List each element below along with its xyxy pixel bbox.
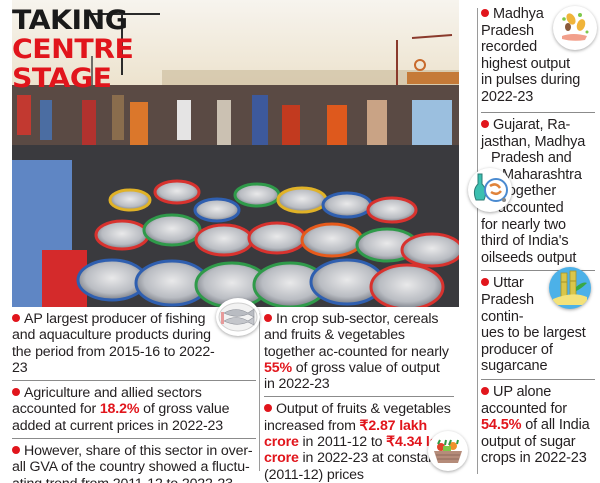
fact-line: recorded bbox=[481, 39, 538, 56]
fact-line: sugarcane bbox=[481, 358, 548, 375]
fish-market-illustration bbox=[12, 0, 459, 307]
highlight-value: 18.2% bbox=[99, 401, 140, 418]
bullet-dot bbox=[481, 120, 489, 128]
bullet-dot bbox=[264, 404, 272, 413]
pulses-hand-icon bbox=[553, 6, 597, 50]
fact-line: accounted bbox=[498, 199, 564, 216]
left-column: AP largest producer of fishing and aquac… bbox=[12, 311, 256, 483]
fact-line: in pulses during bbox=[481, 72, 581, 89]
fact-text: Output of fruits & vegetables increased … bbox=[264, 401, 451, 434]
bullet-dot bbox=[264, 314, 272, 322]
fact-oilseeds: Gujarat, Ra- jasthan, Madhya Pradesh and… bbox=[481, 117, 595, 266]
fact-text: AP largest producer of fishing and aquac… bbox=[12, 311, 215, 376]
bullet-dot bbox=[12, 446, 20, 455]
fact-text: UP alone accounted for bbox=[481, 383, 567, 417]
fish-market-photo bbox=[12, 0, 459, 307]
headline: TAKING CENTRE STAGE bbox=[12, 6, 134, 93]
separator bbox=[481, 270, 595, 272]
fact-line: for nearly two bbox=[481, 216, 566, 233]
fact-fruits-vegetables-output: Output of fruits & vegetables increased … bbox=[264, 401, 454, 483]
fact-line: Gujarat, Ra- bbox=[493, 117, 571, 133]
fact-agriculture-gva: Agriculture and allied sectors accounted… bbox=[12, 385, 256, 434]
middle-column: In crop sub-sector, cereals and fruits &… bbox=[264, 311, 454, 483]
bullet-dot bbox=[481, 278, 489, 287]
fact-text: of all India output of sugar crops in 20… bbox=[481, 417, 590, 467]
separator bbox=[264, 396, 454, 398]
fact-line: oilseeds output bbox=[481, 249, 577, 266]
fact-line: jasthan, Madhya bbox=[481, 133, 586, 150]
fact-line: ues to be largest bbox=[481, 325, 586, 342]
fact-gva-trend: However, share of this sector in over-al… bbox=[12, 443, 256, 483]
bullet-dot bbox=[12, 388, 20, 397]
separator bbox=[12, 380, 256, 382]
bullet-dot bbox=[481, 386, 489, 395]
fact-line: Pradesh bbox=[481, 291, 534, 308]
fact-line: Pradesh bbox=[481, 22, 534, 39]
sugarcane-icon bbox=[549, 267, 591, 309]
fact-line: third of India's bbox=[481, 233, 569, 250]
fact-line: Madhya bbox=[493, 6, 544, 22]
fact-text: in 2022-23 at constant (2011-12) prices bbox=[264, 450, 440, 483]
fact-text: In crop sub-sector, cereals and fruits &… bbox=[264, 311, 449, 360]
fact-line: producer of bbox=[481, 341, 553, 358]
fact-up-sugarcane: Uttar Pradesh contin- ues to be largest … bbox=[481, 275, 595, 375]
fact-line: Pradesh and bbox=[491, 150, 572, 167]
fact-text: of gross value of output in 2022-23 bbox=[264, 359, 440, 393]
fish-plate-icon bbox=[216, 298, 260, 336]
fact-line: together bbox=[504, 183, 557, 200]
highlight-value: ₹2.87 lakh crore bbox=[264, 417, 428, 451]
fact-ap-fishing: AP largest producer of fishing and aquac… bbox=[12, 311, 256, 376]
fact-mp-pulses: Madhya Pradesh recorded highest output i… bbox=[481, 6, 595, 105]
divider-mid-right bbox=[477, 8, 478, 474]
right-column: Madhya Pradesh recorded highest output i… bbox=[481, 6, 595, 467]
fact-text: However, share of this sector in over-al… bbox=[12, 443, 253, 483]
fact-line: Uttar bbox=[493, 275, 524, 292]
highlight-value: 54.5% bbox=[481, 417, 522, 434]
headline-line-3: STAGE bbox=[12, 63, 112, 94]
divider-left-mid bbox=[259, 313, 260, 471]
bullet-dot bbox=[12, 314, 20, 322]
separator bbox=[481, 378, 595, 380]
fact-text: Agriculture and allied sectors accounted… bbox=[12, 385, 202, 418]
fact-up-sugar-crops: UP alone accounted for 54.5% of all Indi… bbox=[481, 384, 595, 467]
separator bbox=[12, 438, 256, 440]
highlight-value: 55% bbox=[264, 359, 292, 376]
fact-crop-subsector: In crop sub-sector, cereals and fruits &… bbox=[264, 311, 454, 392]
fact-line: contin- bbox=[481, 308, 524, 325]
separator bbox=[481, 112, 595, 113]
fact-line: Maharashtra bbox=[502, 166, 582, 183]
fact-line: highest output bbox=[481, 55, 570, 72]
headline-line-1: TAKING bbox=[12, 5, 128, 36]
bullet-dot bbox=[481, 9, 489, 17]
fact-text: of gross value added at current prices i… bbox=[12, 401, 230, 434]
fact-text: in 2011-12 to bbox=[298, 434, 387, 451]
headline-line-2: CENTRE bbox=[12, 34, 134, 65]
fact-line: 2022-23 bbox=[481, 88, 534, 105]
oilseeds-icon bbox=[468, 168, 512, 212]
vegetable-basket-icon bbox=[428, 431, 468, 471]
